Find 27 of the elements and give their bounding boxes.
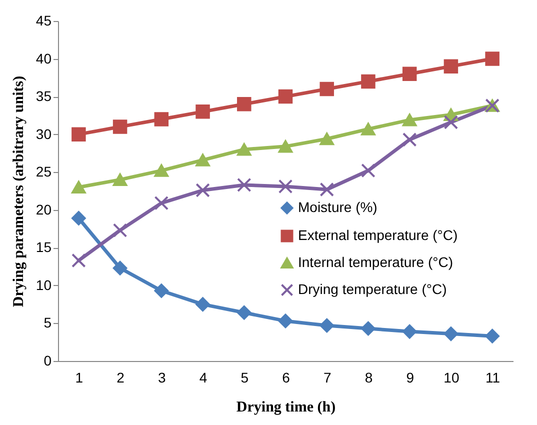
- legend-label: Moisture (%): [298, 199, 378, 215]
- x-tick-label: 7: [323, 370, 332, 386]
- y-tick-label: 15: [36, 239, 52, 256]
- x-tick-label: 5: [240, 370, 249, 386]
- y-tick-label: 40: [36, 50, 52, 66]
- y-tick-label: 20: [36, 201, 52, 218]
- x-tick-label: 11: [486, 370, 500, 386]
- y-tick-label: 5: [44, 314, 52, 331]
- x-tick-label: 8: [364, 370, 373, 386]
- x-tick-label: 10: [444, 370, 460, 386]
- legend-label: External temperature (°C): [298, 227, 458, 243]
- x-tick-label: 1: [75, 370, 84, 386]
- y-tick-label: 0: [44, 352, 52, 368]
- y-tick-label: 35: [36, 88, 52, 104]
- y-tick-label: 10: [36, 276, 52, 293]
- y-axis-title: Drying parameters (arbitrary units): [10, 76, 27, 308]
- legend-label: Drying temperature (°C): [298, 281, 447, 297]
- x-axis-title: Drying time (h): [236, 400, 336, 416]
- y-tick-label: 25: [36, 164, 52, 180]
- x-tick-label: 9: [406, 370, 414, 386]
- x-tick-label: 4: [199, 370, 208, 386]
- x-tick-label: 2: [116, 370, 125, 386]
- legend-label: Internal temperature (°C): [298, 254, 453, 270]
- y-tick-label: 30: [36, 126, 52, 142]
- y-tick-label: 45: [36, 12, 52, 28]
- x-tick-label: 3: [158, 370, 166, 386]
- x-tick-label: 6: [282, 370, 290, 386]
